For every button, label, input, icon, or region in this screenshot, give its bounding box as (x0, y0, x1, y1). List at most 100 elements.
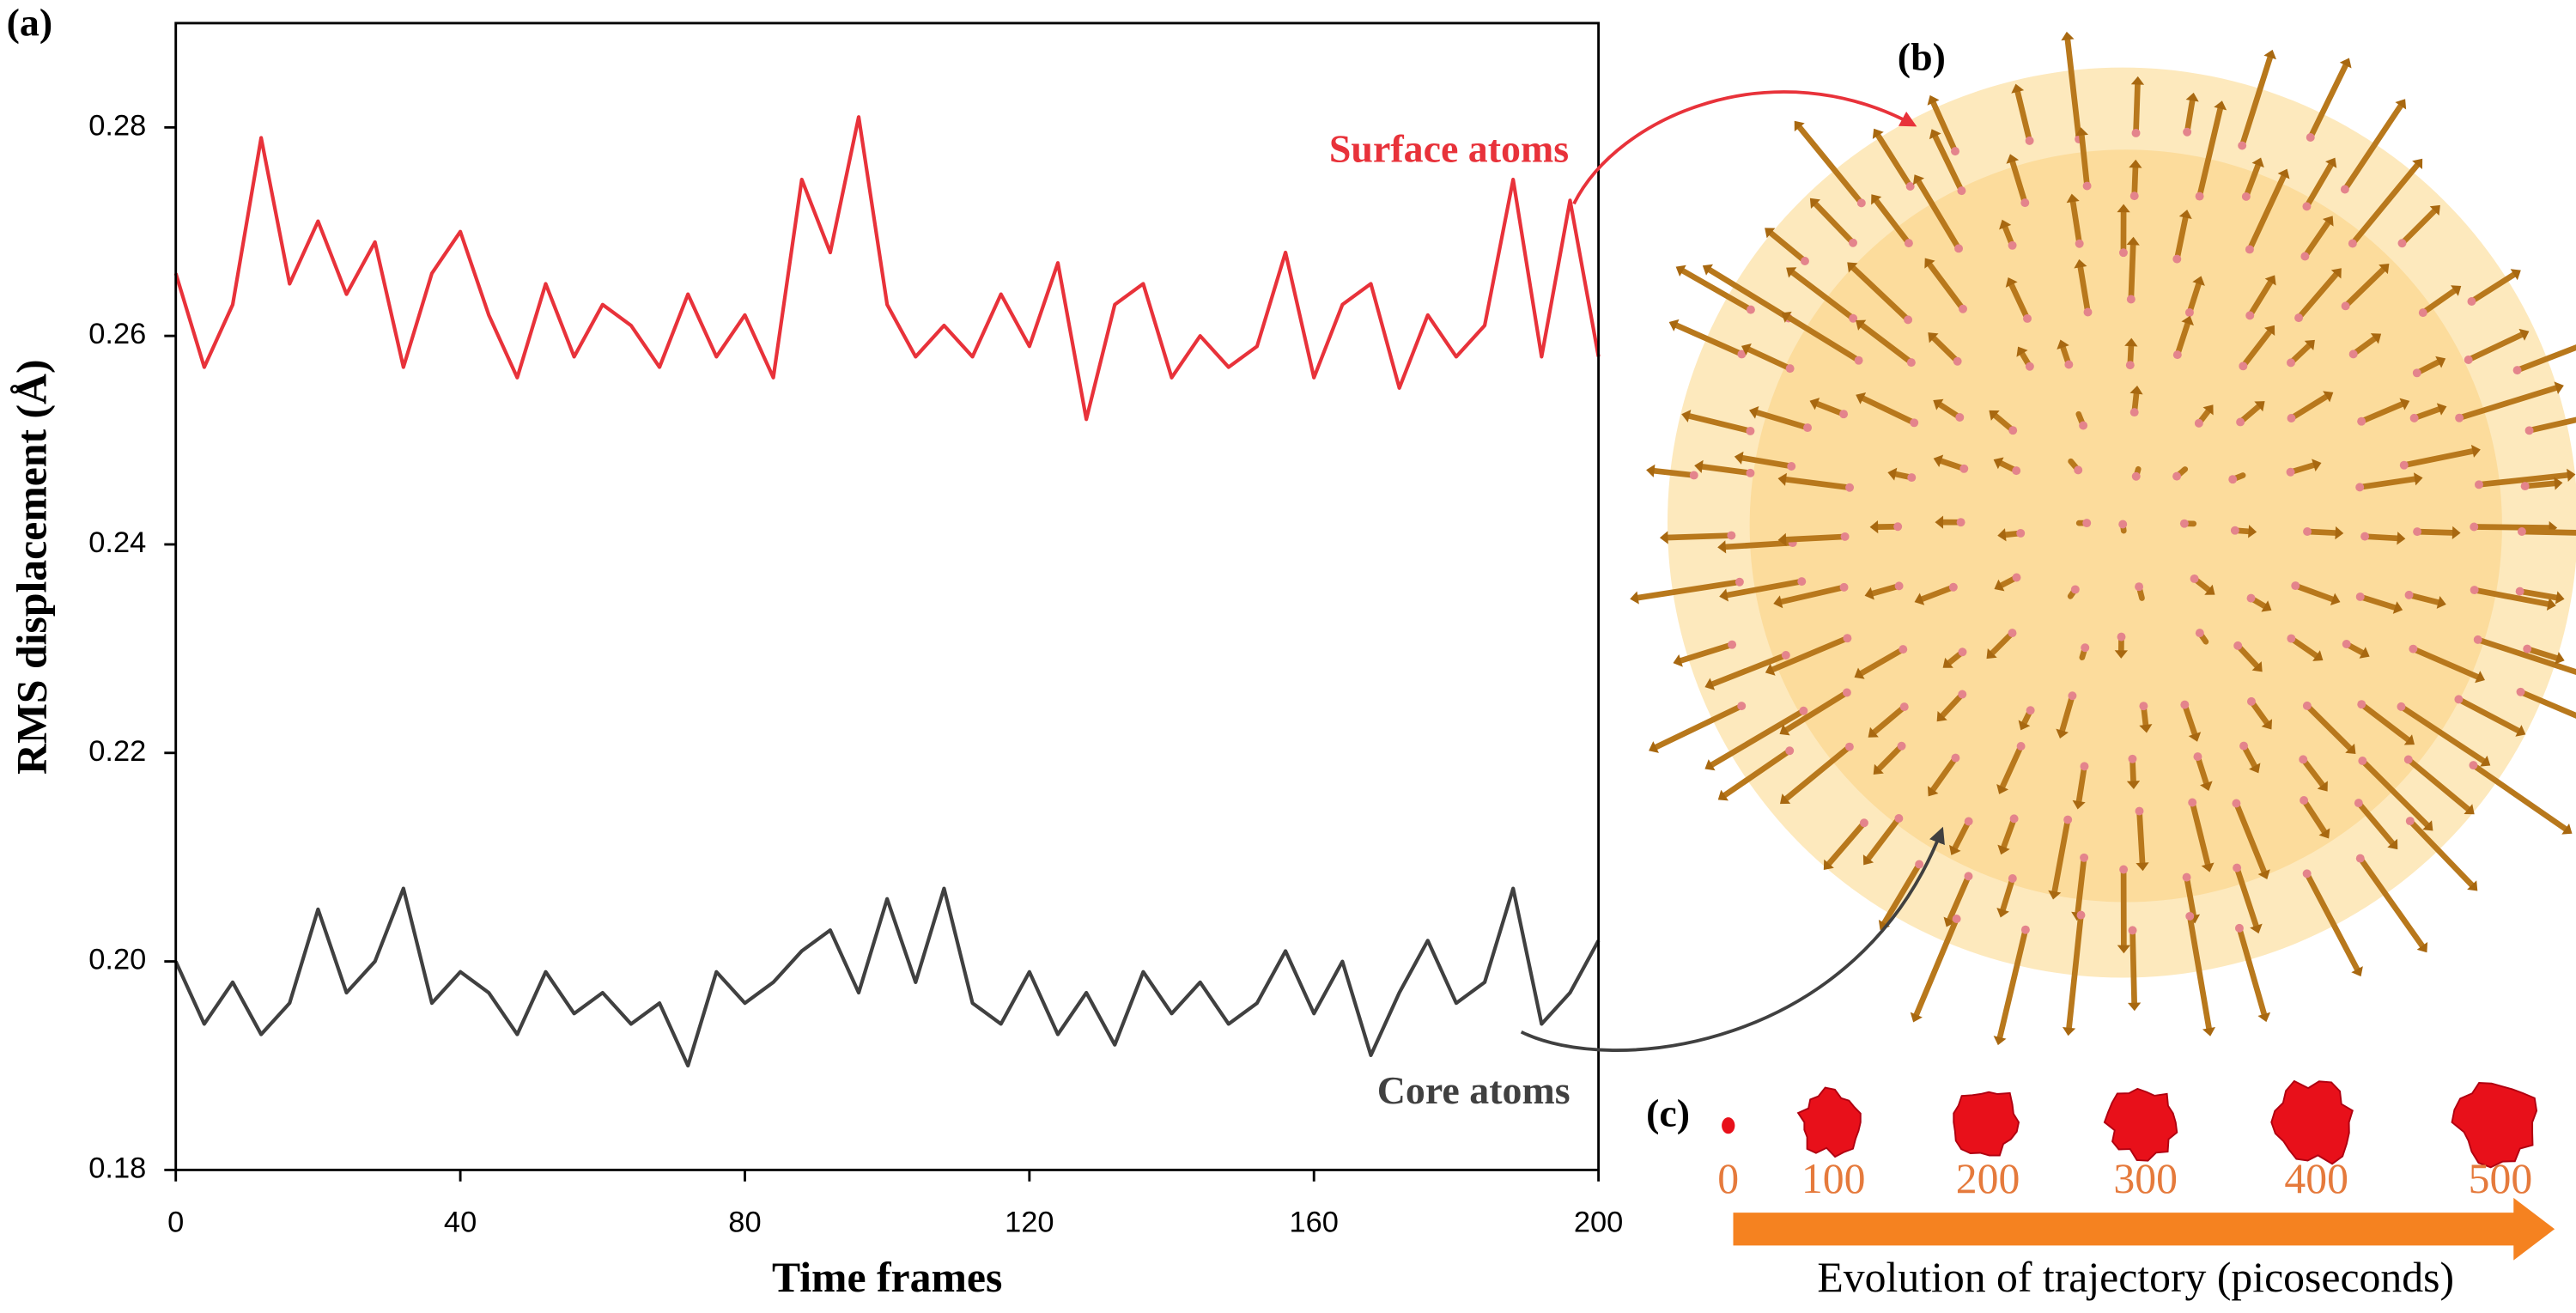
atom (1799, 706, 1808, 715)
displacement-vector (1947, 873, 1971, 923)
timeline-tick-label: 400 (2284, 1155, 2348, 1202)
displacement-vector (1989, 629, 2015, 656)
vector-head (1777, 472, 1787, 486)
displacement-vector (2524, 646, 2560, 661)
atom (2172, 350, 2182, 360)
vector-head (1777, 532, 1787, 547)
vector-head (1673, 653, 1683, 667)
vector-head (2335, 526, 2344, 540)
vector-head (2318, 828, 2330, 839)
vector-head (1864, 587, 1874, 600)
displacement-vector (1783, 533, 1848, 543)
displacement-vector (2342, 266, 2386, 309)
displacement-vector (2401, 448, 2476, 469)
atom (2286, 467, 2295, 477)
vector-head (1928, 332, 1939, 343)
displacement-vector (2360, 757, 2431, 829)
atom (1893, 522, 1903, 532)
vector-head (2554, 381, 2564, 394)
vector-head (2136, 862, 2149, 872)
atom (2234, 923, 2244, 933)
vector-head (2325, 157, 2337, 168)
displacement-vector (1881, 861, 1923, 927)
displacement-vector (1874, 132, 1914, 190)
vector-head (1933, 398, 1944, 410)
atom (2230, 526, 2239, 535)
vector-head (2467, 880, 2478, 891)
atom (2074, 465, 2083, 475)
displacement-vector (2357, 855, 2426, 949)
atom (2302, 701, 2312, 710)
atom (1894, 581, 1904, 591)
vector-head (2515, 725, 2526, 737)
atom (1899, 645, 1908, 654)
atom (2397, 702, 2406, 711)
vector-head (2510, 269, 2521, 281)
atom (2413, 527, 2422, 537)
atom (2119, 865, 2129, 874)
displacement-vector (2131, 165, 2139, 199)
vector-head (2370, 333, 2382, 344)
vector-head (1996, 908, 2009, 918)
vector-head (2359, 647, 2370, 659)
timeline-caption: Evolution of trajectory (picoseconds) (1817, 1254, 2454, 1301)
atom (1746, 426, 1755, 435)
atom (2185, 911, 2195, 921)
vector-head (2200, 781, 2213, 791)
vector-head (1914, 593, 1925, 605)
vector-head (2127, 1002, 2142, 1012)
displacement-vector (2075, 854, 2087, 916)
atom (1951, 147, 1959, 156)
vector-head (2202, 404, 2214, 416)
atom (1854, 356, 1863, 365)
displacement-vector (1796, 124, 1865, 206)
vector-head (2399, 398, 2410, 410)
atom (1727, 531, 1736, 540)
atom (2188, 798, 2197, 807)
vector-head (2066, 193, 2080, 204)
atom (2023, 313, 2032, 323)
displacement-vector (2234, 642, 2260, 669)
displacement-vector (2064, 36, 2082, 143)
displacement-vector (1739, 454, 1795, 470)
displacement-vector (1706, 266, 1792, 321)
atom (2012, 573, 2021, 582)
atom (1904, 315, 1913, 325)
atom (2008, 426, 2018, 435)
vector-head (2567, 468, 2576, 482)
displacement-vector (2342, 102, 2404, 192)
displacement-vector (2358, 401, 2405, 425)
displacement-vector (1653, 702, 1745, 751)
displacement-vector (1783, 690, 1850, 733)
displacement-vector (1722, 747, 1793, 799)
atom (2454, 695, 2464, 704)
atom (2080, 853, 2089, 862)
atom (2355, 483, 2365, 492)
y-tick-label: 0.28 (88, 109, 146, 142)
displacement-vector (2307, 62, 2349, 141)
vector-head (1719, 588, 1728, 602)
displacement-vector (2174, 320, 2191, 358)
atom (2246, 696, 2256, 706)
surface-arrow (1572, 90, 1917, 205)
displacement-vector (1826, 819, 1868, 867)
y-tick-label: 0.22 (88, 735, 146, 768)
vector-head (2114, 650, 2128, 659)
vector-head (1942, 657, 1953, 668)
atom (1964, 817, 1973, 826)
atom (2294, 313, 2304, 323)
vector-head (2204, 584, 2215, 595)
atom (2515, 587, 2524, 596)
displacement-vector (1709, 708, 1807, 769)
atom (2135, 582, 2144, 592)
displacement-vector (1635, 579, 1743, 601)
displacement-vector (1686, 413, 1753, 435)
vector-head (2339, 58, 2352, 69)
displacement-vector (2357, 593, 2398, 611)
atom (2026, 706, 2035, 715)
displacement-vector (2248, 698, 2270, 726)
vector-head (1646, 464, 1656, 477)
vector-head (2214, 100, 2227, 111)
vector-head (1659, 531, 1668, 544)
